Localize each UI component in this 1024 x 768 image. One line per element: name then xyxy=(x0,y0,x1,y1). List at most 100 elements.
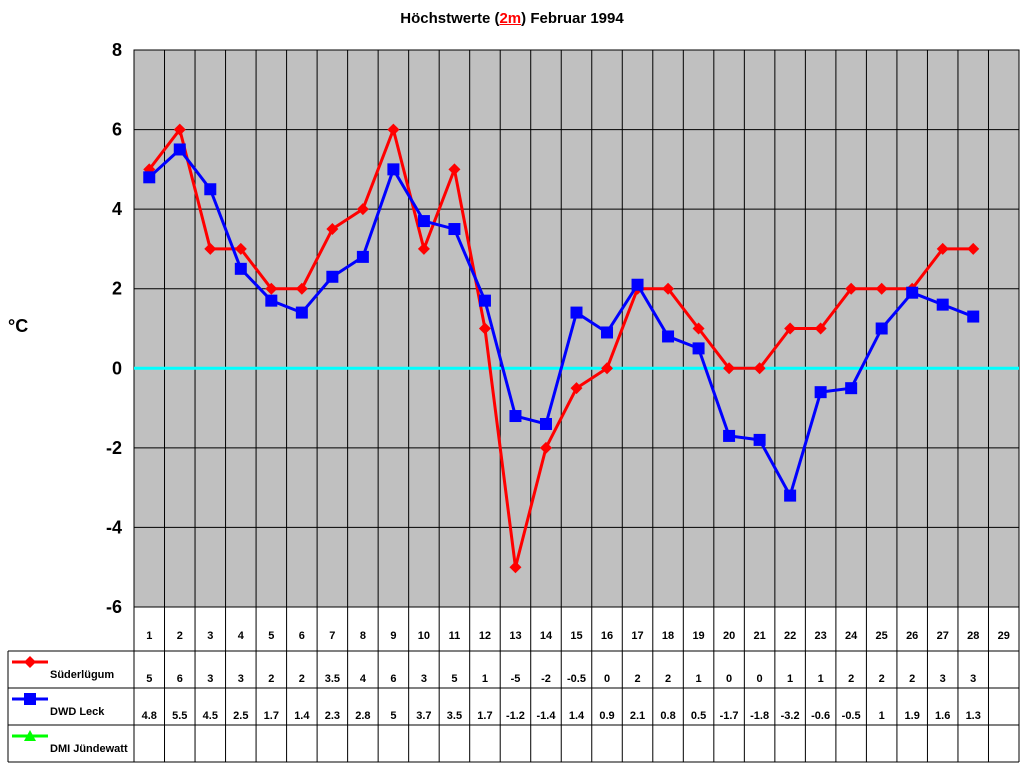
data-label: 5 xyxy=(390,710,396,722)
data-point xyxy=(875,322,888,335)
series-line xyxy=(148,128,974,569)
data-label: -5 xyxy=(511,673,521,685)
data-point xyxy=(875,282,888,295)
series-line xyxy=(148,147,974,498)
data-point xyxy=(295,282,308,295)
data-point xyxy=(326,223,339,236)
data-label: 1 xyxy=(482,673,488,685)
title-accent: 2m xyxy=(499,10,522,27)
x-tick-label: 9 xyxy=(390,630,396,642)
data-label: 2 xyxy=(879,673,885,685)
data-point xyxy=(936,242,949,255)
data-point xyxy=(692,322,705,335)
x-tick-label: 4 xyxy=(238,630,245,642)
data-point xyxy=(631,278,644,291)
data-point xyxy=(387,123,400,136)
data-point xyxy=(478,294,491,307)
data-point xyxy=(601,326,614,339)
x-tick-label: 24 xyxy=(845,630,858,642)
data-point xyxy=(723,362,736,375)
data-point xyxy=(417,242,430,255)
title-prefix: Höchstwerte ( xyxy=(400,10,500,27)
data-point xyxy=(265,282,278,295)
x-tick-label: 25 xyxy=(876,630,888,642)
data-label: 0.8 xyxy=(660,710,675,722)
data-point xyxy=(143,171,156,184)
data-label: -3.2 xyxy=(781,710,800,722)
x-tick-label: 19 xyxy=(692,630,704,642)
data-point xyxy=(967,310,980,323)
data-label: 2.8 xyxy=(355,710,370,722)
data-point xyxy=(326,270,339,283)
data-label: 1.3 xyxy=(966,710,981,722)
data-label: 1 xyxy=(879,710,885,722)
x-tick-label: 6 xyxy=(299,630,305,642)
data-label: 5.5 xyxy=(172,710,187,722)
data-point xyxy=(662,330,675,343)
data-point xyxy=(814,386,827,399)
data-label: 6 xyxy=(177,673,183,685)
data-label: 2 xyxy=(299,673,305,685)
data-point xyxy=(570,382,583,395)
x-tick-label: 5 xyxy=(268,630,274,642)
data-label: 1 xyxy=(787,673,793,685)
data-label: 2.5 xyxy=(233,710,248,722)
data-point xyxy=(387,163,400,176)
x-tick-label: 27 xyxy=(937,630,949,642)
data-label: 3.7 xyxy=(416,710,431,722)
data-point xyxy=(417,215,430,228)
y-tick-label: 0 xyxy=(112,358,122,378)
data-point xyxy=(967,242,980,255)
data-label: 2 xyxy=(848,673,854,685)
data-point xyxy=(356,203,369,216)
data-point xyxy=(784,322,797,335)
data-label: 2 xyxy=(909,673,915,685)
data-label: 4.5 xyxy=(203,710,218,722)
chart-title: Höchstwerte (2m) Februar 1994 xyxy=(0,10,1024,27)
y-tick-label: 2 xyxy=(112,279,122,299)
plot-area xyxy=(134,50,1019,607)
x-tick-label: 18 xyxy=(662,630,674,642)
data-point xyxy=(234,242,247,255)
data-label: 2.1 xyxy=(630,710,645,722)
data-point xyxy=(753,362,766,375)
y-tick-label: -6 xyxy=(106,597,122,617)
data-point xyxy=(356,250,369,263)
data-label: 4.8 xyxy=(142,710,157,722)
data-label: 3 xyxy=(207,673,213,685)
data-label: 2 xyxy=(665,673,671,685)
data-label: 3 xyxy=(238,673,244,685)
data-label: 2.3 xyxy=(325,710,340,722)
data-label: 3.5 xyxy=(325,673,340,685)
data-point xyxy=(539,417,552,430)
data-point xyxy=(692,342,705,355)
data-point xyxy=(173,123,186,136)
data-label: 1.7 xyxy=(264,710,279,722)
legend-label: DMI Jündewatt xyxy=(50,743,128,755)
legend-marker xyxy=(24,656,36,668)
x-tick-label: 8 xyxy=(360,630,366,642)
data-label: -1.4 xyxy=(536,710,556,722)
data-point xyxy=(570,306,583,319)
y-axis-label: °C xyxy=(8,316,29,336)
data-label: 1.4 xyxy=(294,710,310,722)
y-tick-label: 4 xyxy=(112,199,122,219)
data-label: 3 xyxy=(421,673,427,685)
data-point xyxy=(204,242,217,255)
data-point xyxy=(509,561,522,574)
data-point xyxy=(234,262,247,275)
data-point xyxy=(845,282,858,295)
plot-border xyxy=(133,49,1020,608)
x-tick-label: 26 xyxy=(906,630,918,642)
y-tick-label: 8 xyxy=(112,40,122,60)
legend-label: Süderlügum xyxy=(50,669,114,681)
x-tick-label: 20 xyxy=(723,630,735,642)
data-label: 2 xyxy=(268,673,274,685)
data-point xyxy=(204,183,217,196)
data-label: 2 xyxy=(634,673,640,685)
data-label: 5 xyxy=(451,673,457,685)
data-point xyxy=(601,362,614,375)
data-point xyxy=(723,429,736,442)
x-tick-label: 7 xyxy=(329,630,335,642)
